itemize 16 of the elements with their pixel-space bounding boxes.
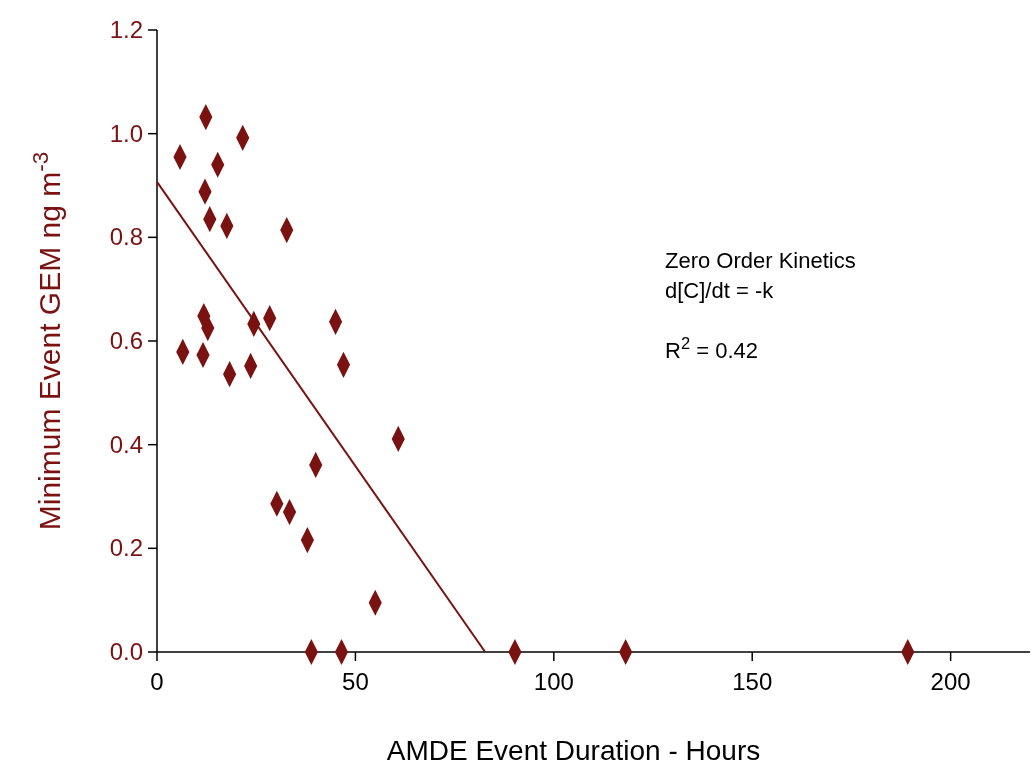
y-tick-label: 0.2 bbox=[109, 534, 143, 562]
y-tick-label: 0.0 bbox=[109, 638, 143, 665]
annotation: R$^{2}$ = 0.42 bbox=[665, 334, 758, 363]
x-tick-label: 0 bbox=[150, 668, 164, 695]
y-tick-label: 0.8 bbox=[109, 223, 143, 251]
y-tick-label: 1.0 bbox=[109, 119, 143, 147]
annotation: d[C]/dt = -k bbox=[665, 278, 775, 303]
annotation: Zero Order Kinetics bbox=[665, 248, 856, 273]
x-axis-title: AMDE Event Duration - Hours bbox=[386, 735, 761, 766]
y-tick-label: 1.2 bbox=[109, 16, 143, 43]
x-tick-label: 50 bbox=[342, 668, 369, 695]
y-tick-label: 0.4 bbox=[109, 430, 143, 458]
x-tick-label: 100 bbox=[533, 668, 574, 695]
y-tick-label: 0.6 bbox=[109, 327, 143, 354]
x-tick-label: 200 bbox=[930, 668, 971, 695]
x-tick-label: 150 bbox=[732, 668, 773, 695]
